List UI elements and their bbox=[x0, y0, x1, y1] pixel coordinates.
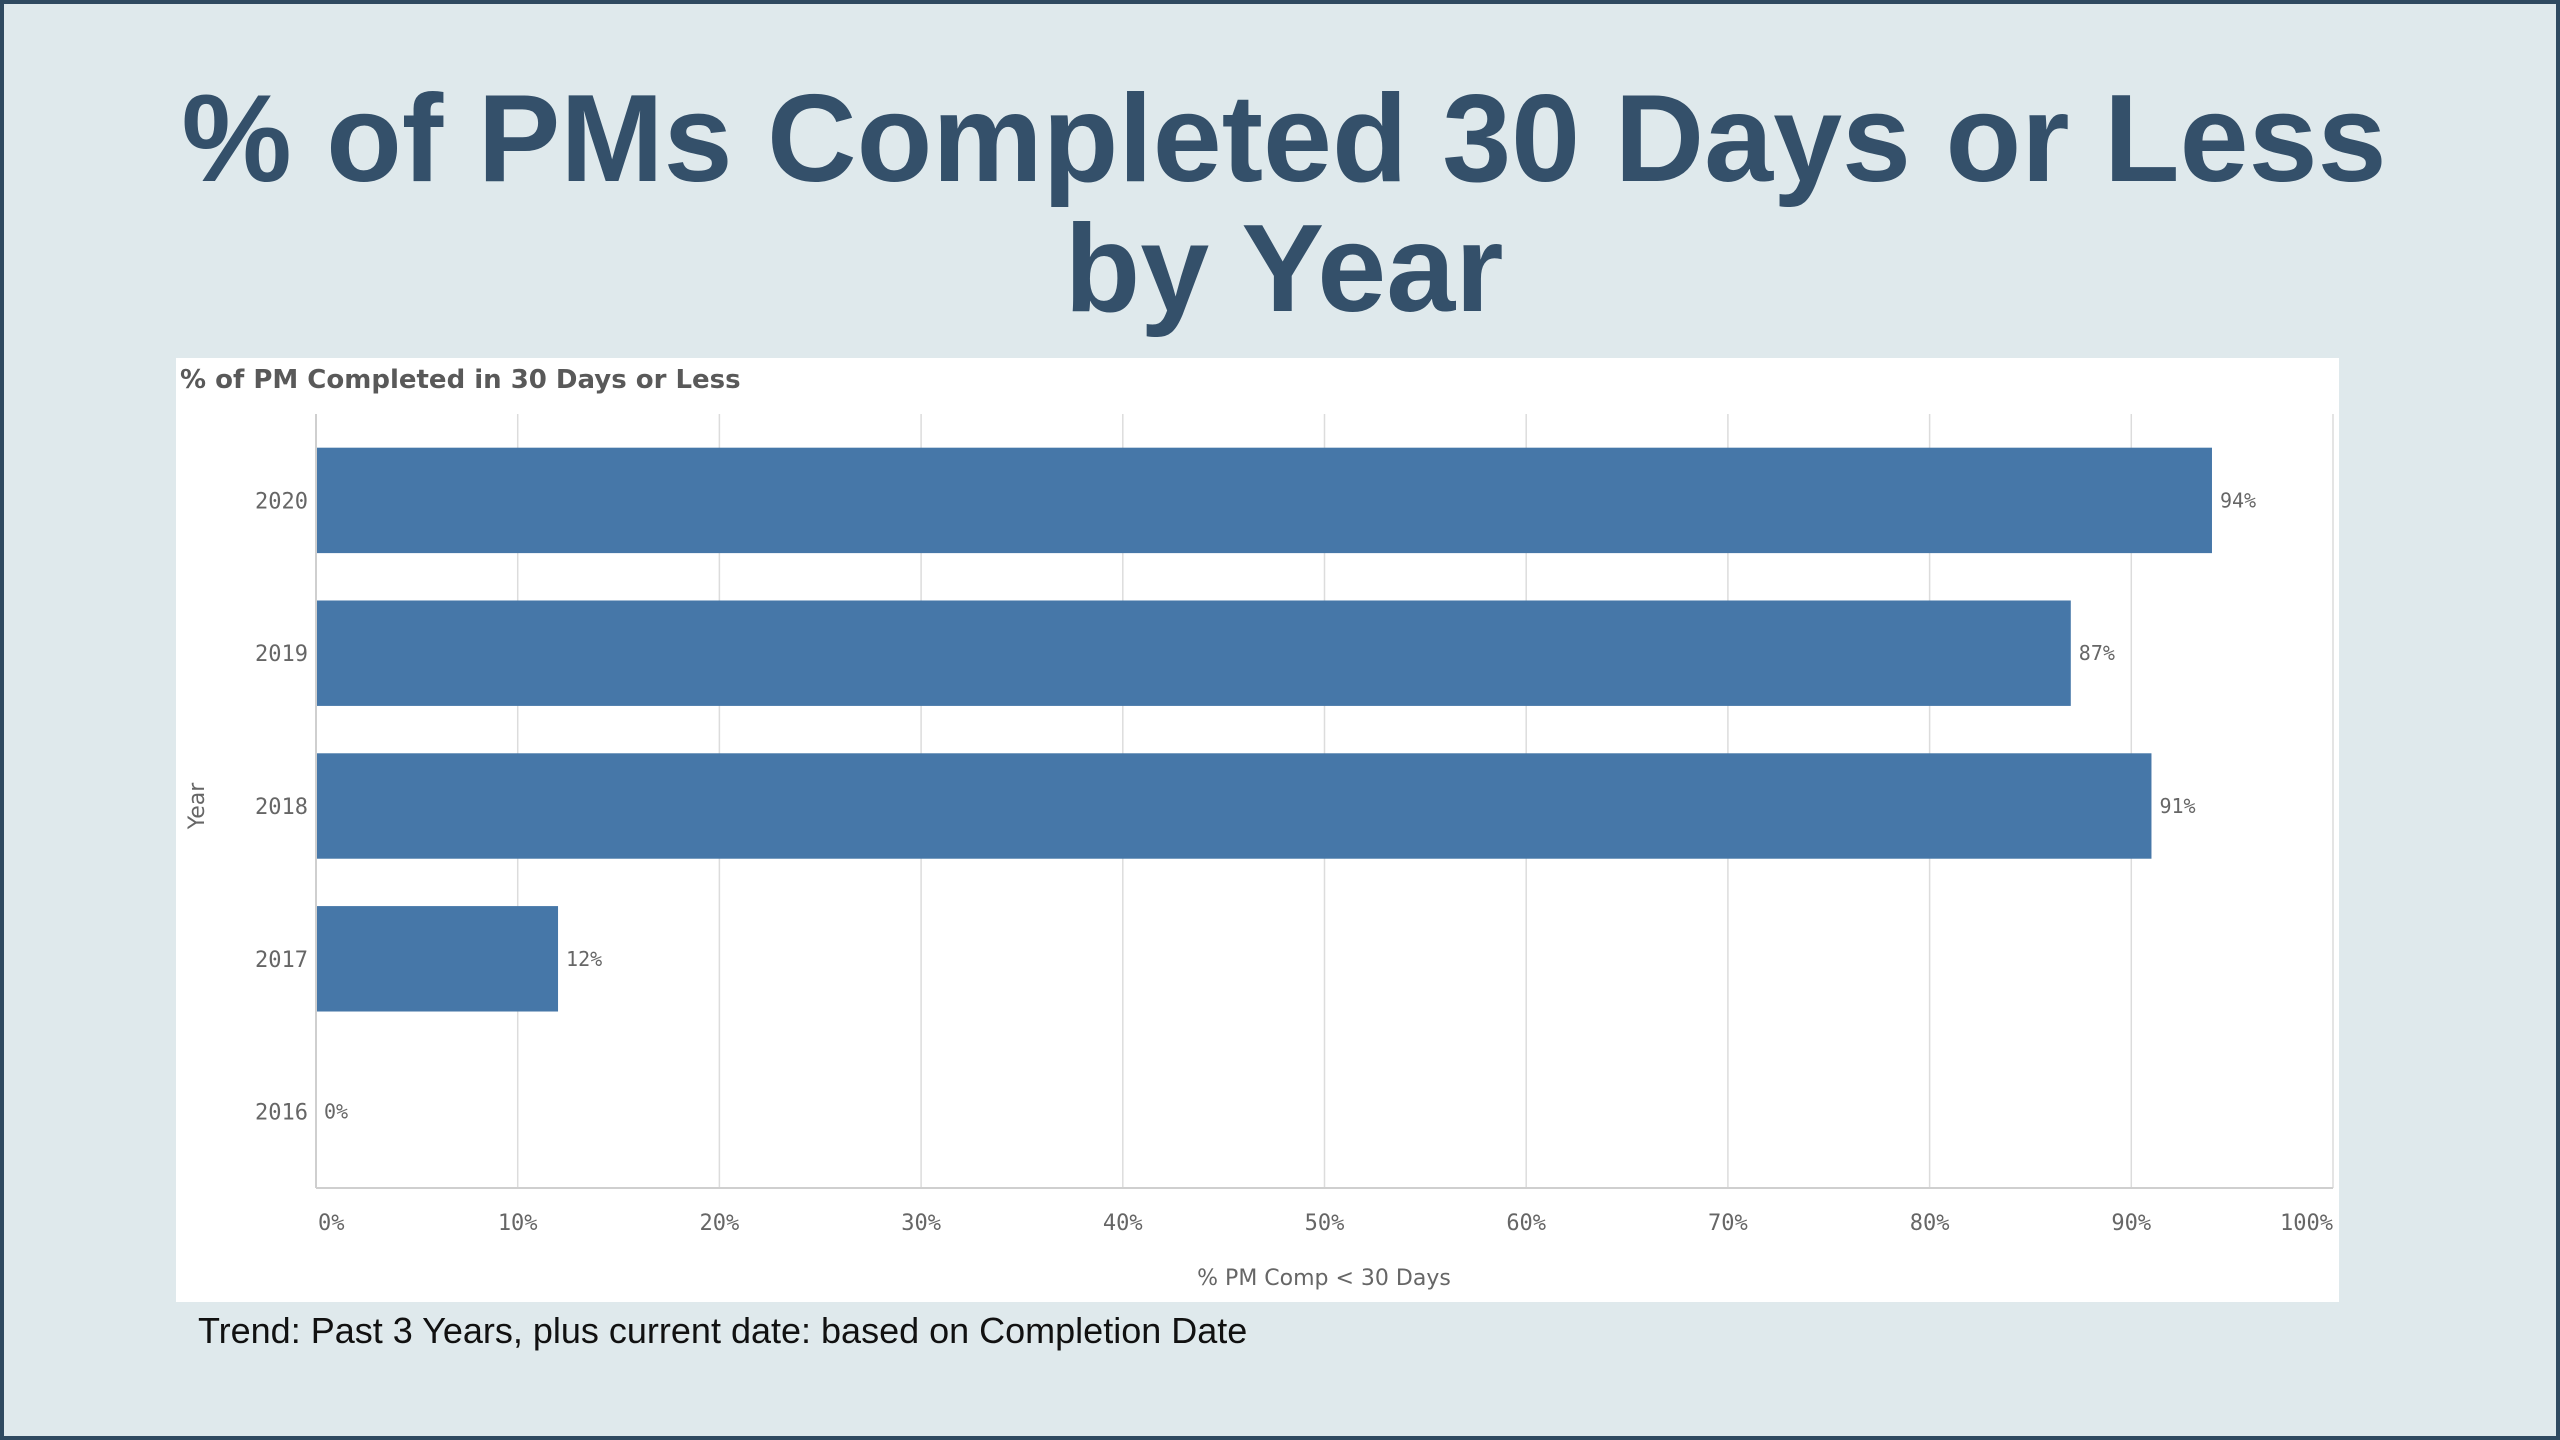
x-tick-label: 50% bbox=[1305, 1211, 1345, 1236]
x-tick-label: 20% bbox=[700, 1211, 740, 1236]
bar[interactable] bbox=[317, 753, 2152, 859]
y-axis-title: Year bbox=[185, 782, 210, 831]
bar-chart: % of PM Completed in 30 Days or Less 94%… bbox=[180, 365, 2334, 1291]
footnote: Trend: Past 3 Years, plus current date: … bbox=[198, 1310, 1248, 1351]
x-axis-title: % PM Comp < 30 Days bbox=[1197, 1266, 1451, 1291]
x-tick-label: 0% bbox=[318, 1211, 345, 1236]
x-tick-label: 10% bbox=[498, 1211, 538, 1236]
slide-title: % of PMs Completed 30 Days or Less by Ye… bbox=[181, 70, 2387, 338]
bar-value-label: 87% bbox=[2079, 641, 2115, 665]
x-axis-ticks: 0% 10% 20% 30% 40% 50% 60% 70% 80% 90% 100% bbox=[318, 1211, 2333, 1236]
y-axis-ticks: 2020 2019 2018 2017 2016 bbox=[255, 489, 308, 1125]
x-tick-label: 90% bbox=[2111, 1211, 2151, 1236]
x-tick-label: 100% bbox=[2280, 1211, 2333, 1236]
bar-value-label: 0% bbox=[324, 1100, 348, 1124]
x-tick-label: 70% bbox=[1708, 1211, 1748, 1236]
x-tick-label: 40% bbox=[1103, 1211, 1143, 1236]
chart-title: % of PM Completed in 30 Days or Less bbox=[180, 365, 741, 395]
bars bbox=[317, 447, 2212, 1012]
data-labels: 94% 87% 91% 12% 0% bbox=[324, 488, 2256, 1123]
bar-value-label: 12% bbox=[566, 947, 602, 971]
y-tick-label: 2020 bbox=[255, 489, 308, 514]
bar-value-label: 94% bbox=[2220, 488, 2256, 512]
x-tick-label: 30% bbox=[901, 1211, 941, 1236]
y-tick-label: 2017 bbox=[255, 948, 308, 973]
bar-value-label: 91% bbox=[2159, 794, 2195, 818]
x-tick-label: 60% bbox=[1506, 1211, 1546, 1236]
y-tick-label: 2016 bbox=[255, 1101, 308, 1126]
bar[interactable] bbox=[317, 600, 2071, 706]
bar[interactable] bbox=[317, 906, 559, 1012]
bar[interactable] bbox=[317, 447, 2212, 554]
y-tick-label: 2018 bbox=[255, 795, 308, 820]
y-tick-label: 2019 bbox=[255, 642, 308, 667]
chart-panel[interactable]: % of PM Completed in 30 Days or Less 94%… bbox=[176, 358, 2339, 1302]
x-tick-label: 80% bbox=[1910, 1211, 1950, 1236]
